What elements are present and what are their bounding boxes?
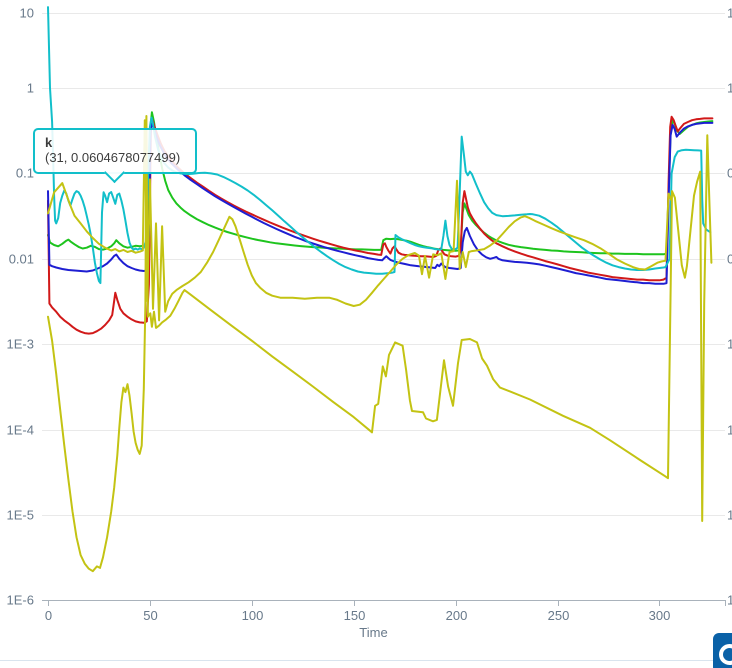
- y-axis-label: 0.01: [9, 252, 34, 267]
- y-axis-label-right: 1E-4: [727, 423, 732, 438]
- y-axis-label: 1: [27, 81, 34, 96]
- y-axis-label-right: 1E-6: [727, 593, 732, 608]
- y-axis-label-right: 1: [727, 81, 732, 96]
- x-axis-tick-label: 300: [649, 608, 671, 623]
- x-axis-tick-label: 0: [45, 608, 52, 623]
- y-axis-label-right: 1E-5: [727, 508, 732, 523]
- x-axis-tick-label: 150: [344, 608, 366, 623]
- series-line-yellow-band[interactable]: [47, 119, 673, 322]
- series-line-red[interactable]: [47, 115, 714, 335]
- chart-brand-logo[interactable]: [713, 633, 732, 668]
- x-axis-tick-label: 50: [143, 608, 157, 623]
- x-axis-title: Time: [359, 625, 387, 640]
- tooltip: k (31, 0.0604678077499): [33, 128, 197, 184]
- series-line-k[interactable]: [47, 6, 712, 285]
- y-axis-label: 1E-3: [7, 337, 34, 352]
- series-line-yellow-deep[interactable]: [47, 115, 713, 573]
- y-axis-label: 1E-6: [7, 593, 34, 608]
- y-axis-label-right: 0.01: [727, 252, 732, 267]
- x-axis-tick-label: 100: [242, 608, 264, 623]
- y-axis-label-right: 10: [727, 6, 732, 21]
- y-axis-label: 0.1: [16, 166, 34, 181]
- tooltip-value: (31, 0.0604678077499): [45, 150, 181, 165]
- y-axis-label: 1E-5: [7, 508, 34, 523]
- x-axis-tick-label: 200: [446, 608, 468, 623]
- y-axis-label-right: 1E-3: [727, 337, 732, 352]
- x-axis-tick-label: 250: [548, 608, 570, 623]
- y-axis-label: 1E-4: [7, 423, 34, 438]
- y-axis-label-right: 0.1: [727, 166, 732, 181]
- bottom-divider: [0, 660, 732, 661]
- brand-ring-icon: [719, 644, 732, 665]
- tooltip-series-name: k: [45, 135, 53, 150]
- y-axis-label: 10: [20, 6, 34, 21]
